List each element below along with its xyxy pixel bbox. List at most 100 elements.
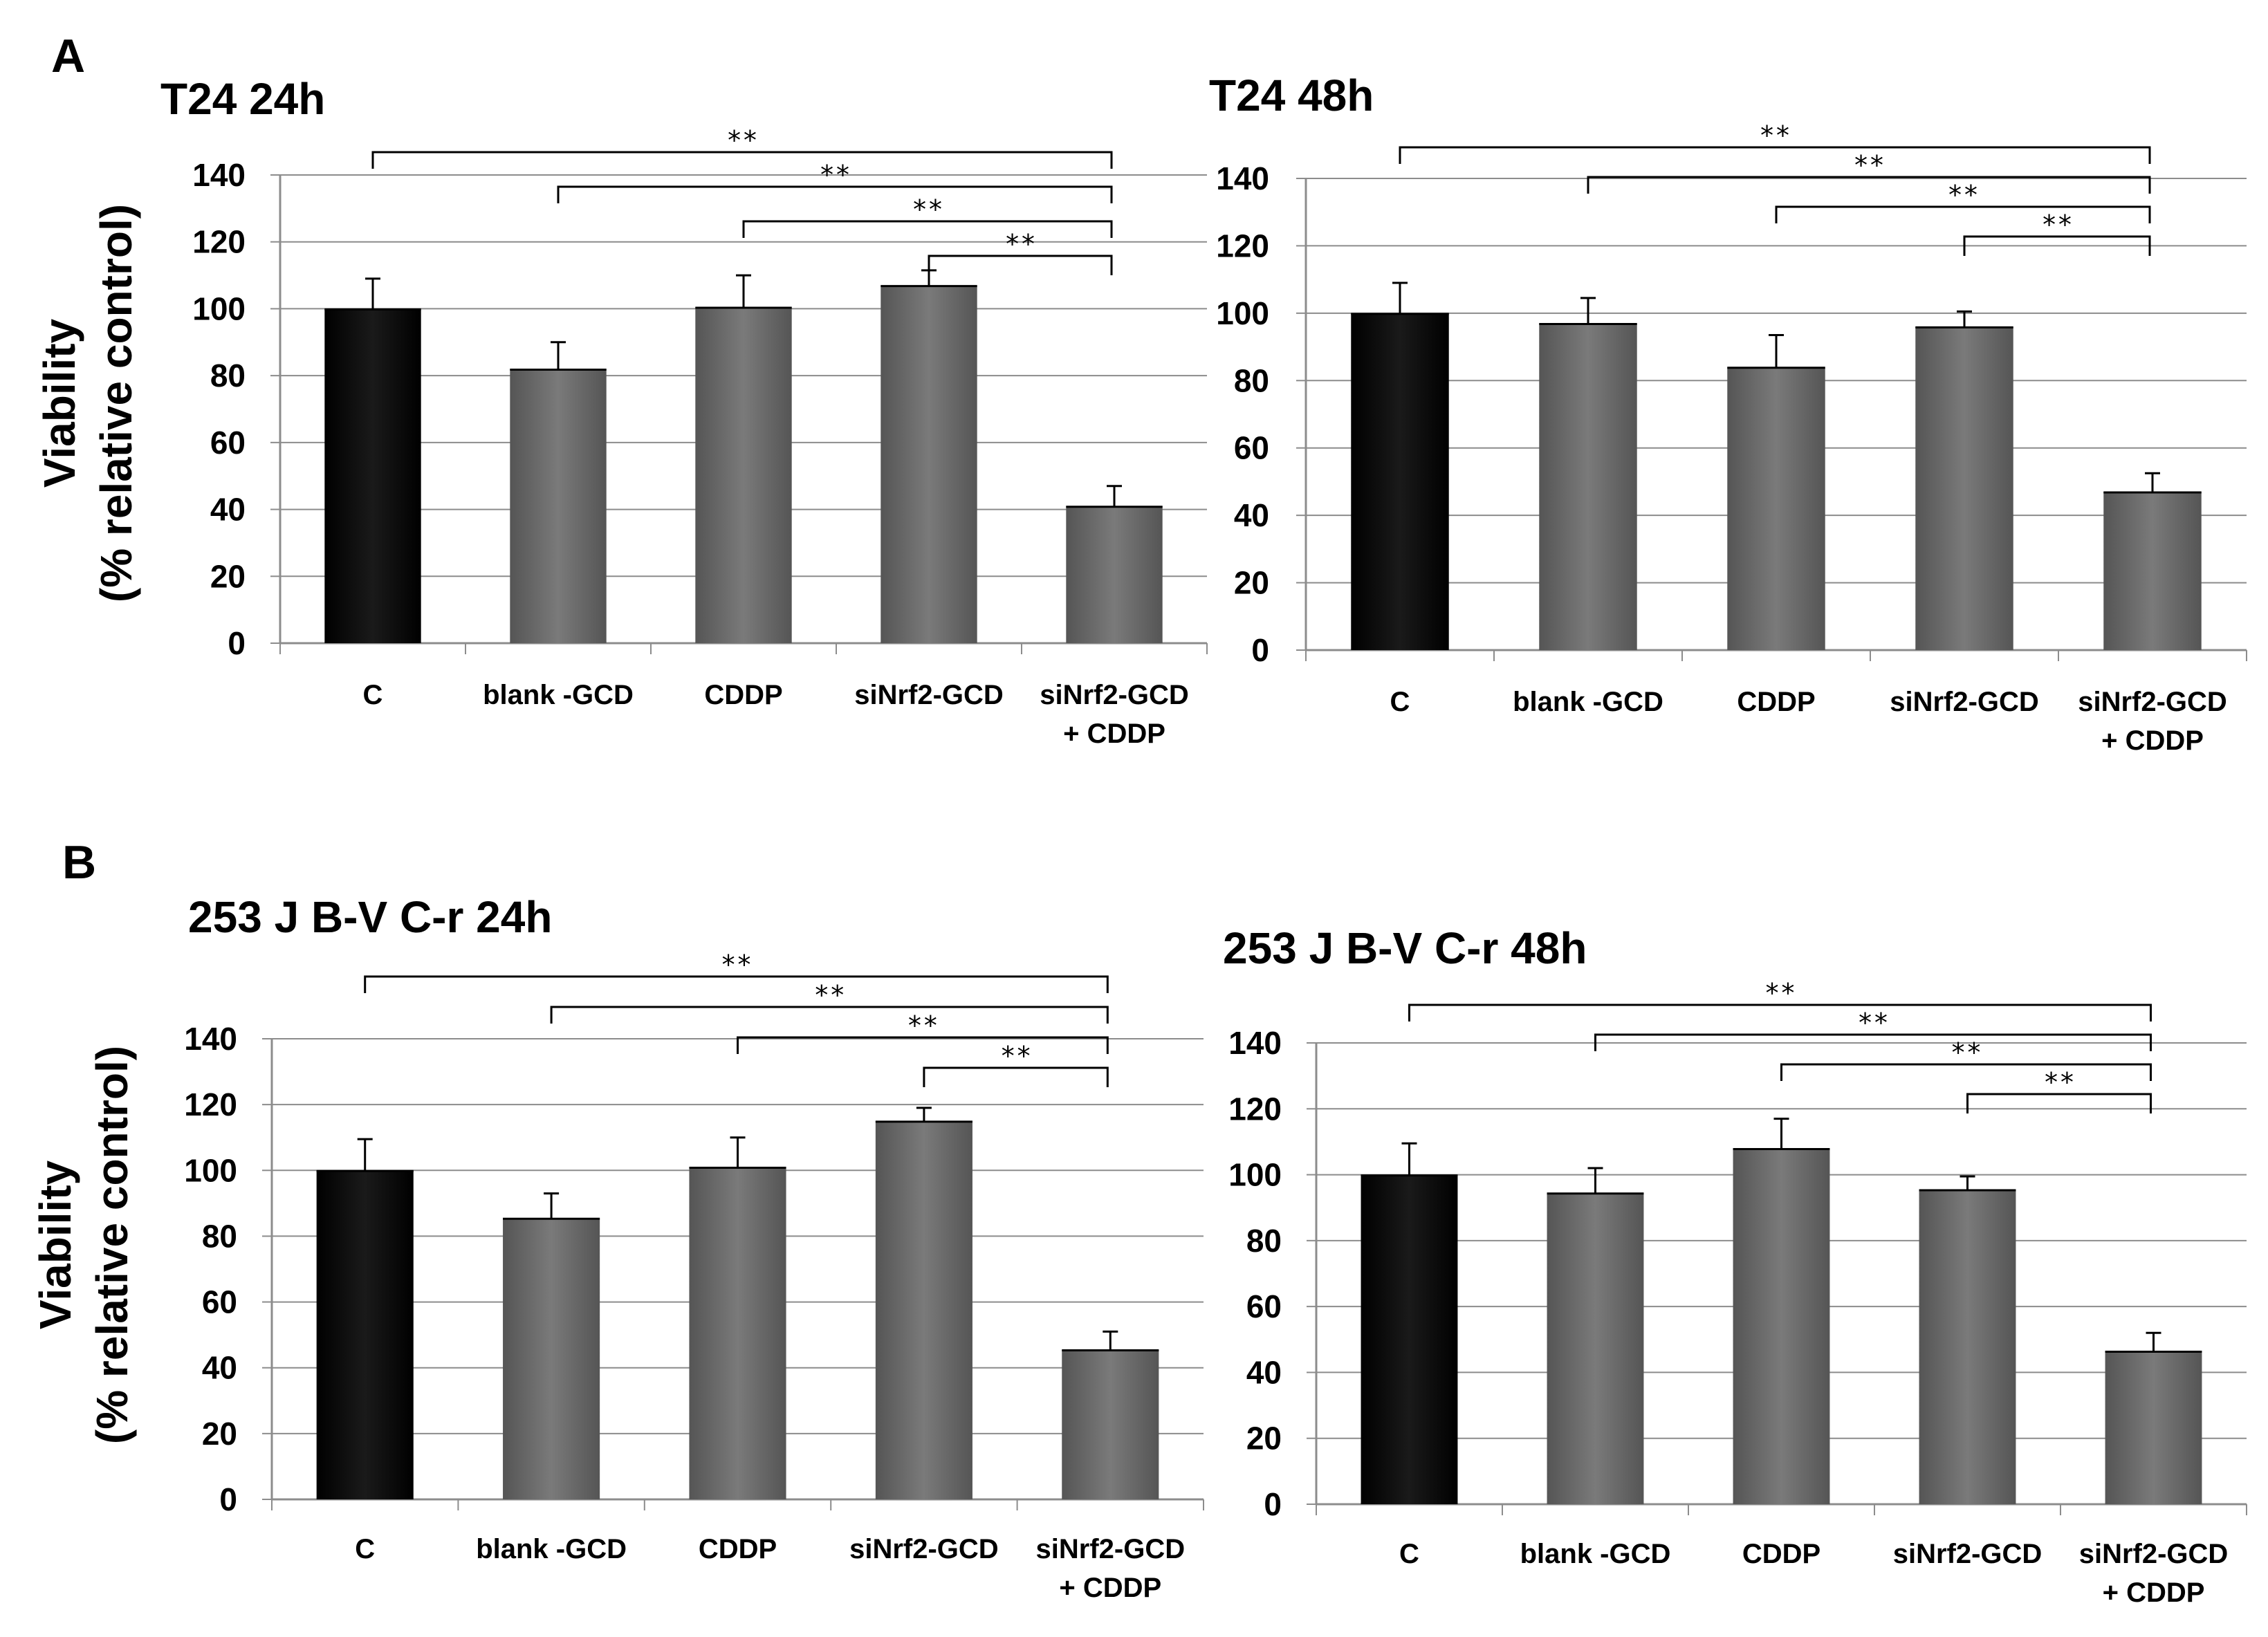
- y-tick-label: 40: [1246, 1354, 1282, 1390]
- significance-bracket: [737, 1036, 1109, 1054]
- significance-label: **: [1000, 1041, 1032, 1071]
- y-axis-label-line2: (% relative control): [91, 204, 141, 602]
- x-category-label: siNrf2-GCD: [2078, 687, 2227, 717]
- x-category-label: blank -GCD: [476, 1534, 627, 1564]
- bar: [1727, 367, 1825, 650]
- y-tick-label: 40: [202, 1350, 237, 1386]
- x-category-label: C: [1399, 1539, 1419, 1569]
- bar: [1547, 1192, 1644, 1504]
- y-tick-label: 40: [1234, 497, 1269, 533]
- y-tick-label: 80: [1246, 1223, 1282, 1259]
- x-category-label: CDDP: [699, 1534, 777, 1564]
- bar: [510, 369, 607, 643]
- y-tick-label: 60: [210, 425, 246, 461]
- significance-bracket: [1399, 146, 2151, 164]
- significance-label: **: [2043, 1067, 2075, 1098]
- significance-label: **: [721, 950, 753, 980]
- y-tick-label: 120: [192, 224, 246, 260]
- significance-label: **: [2041, 210, 2073, 240]
- significance-label: **: [907, 1010, 939, 1041]
- y-tick-label: 20: [1246, 1421, 1282, 1456]
- y-tick-label: 100: [1216, 295, 1269, 331]
- bar: [316, 1170, 414, 1499]
- significance-label: **: [1947, 180, 1979, 210]
- y-tick-label: 140: [1216, 160, 1269, 196]
- significance-label: **: [819, 160, 851, 190]
- y-tick-label: 80: [210, 358, 246, 394]
- x-category-label: C: [1390, 687, 1410, 717]
- x-category-label: blank -GCD: [1520, 1539, 1671, 1569]
- y-axis-label-line1: Viability: [35, 318, 84, 488]
- significance-bracket: [1594, 1033, 2152, 1051]
- significance-label: **: [1857, 1008, 1889, 1038]
- x-category-label: siNrf2-GCD: [2079, 1539, 2229, 1569]
- y-axis-label-a: Viability (% relative control): [35, 204, 141, 602]
- y-tick-label: 60: [1246, 1288, 1282, 1324]
- panel-label-b: B: [62, 836, 96, 889]
- significance-label: **: [1853, 150, 1885, 181]
- significance-label: **: [1764, 978, 1796, 1008]
- significance-bracket: [1780, 1063, 2152, 1081]
- x-category-label: C: [363, 680, 383, 710]
- bar: [1915, 326, 2013, 650]
- bar: [2105, 1351, 2202, 1504]
- x-category-label: CDDP: [1737, 687, 1815, 717]
- y-tick-label: 120: [1228, 1091, 1282, 1127]
- y-tick-label: 100: [1228, 1157, 1282, 1193]
- y-tick-label: 80: [202, 1218, 237, 1254]
- x-category-label: siNrf2-GCD: [854, 680, 1004, 710]
- x-category-label: blank -GCD: [1513, 687, 1663, 717]
- bar: [1361, 1174, 1458, 1504]
- y-tick-label: 0: [228, 625, 246, 661]
- significance-bracket: [550, 1006, 1109, 1024]
- significance-label: **: [1004, 229, 1036, 259]
- x-category-label: siNrf2-GCD: [849, 1534, 999, 1564]
- y-tick-label: 20: [1234, 565, 1269, 601]
- bar: [689, 1167, 786, 1499]
- significance-bracket: [371, 151, 1113, 169]
- x-category-label: siNrf2-GCD: [1893, 1539, 2043, 1569]
- bar: [1733, 1148, 1830, 1504]
- significance-bracket: [1408, 1004, 2152, 1021]
- y-tick-label: 100: [184, 1152, 237, 1188]
- significance-bracket: [1587, 176, 2151, 194]
- y-axis-label-line1: Viability: [30, 1160, 80, 1329]
- x-category-label: blank -GCD: [483, 680, 634, 710]
- bar: [324, 308, 421, 643]
- x-category-label: + CDDP: [2101, 725, 2204, 756]
- chart-title: T24 24h: [160, 74, 325, 124]
- significance-bracket: [1963, 235, 2151, 256]
- bar: [695, 307, 792, 643]
- significance-bracket: [1966, 1093, 2152, 1113]
- y-tick-label: 100: [192, 290, 246, 326]
- y-tick-label: 120: [184, 1086, 237, 1122]
- x-category-label: + CDDP: [1063, 719, 1165, 749]
- significance-bracket: [742, 220, 1113, 238]
- significance-label: **: [912, 194, 943, 225]
- y-axis-label-line2: (% relative control): [87, 1046, 137, 1444]
- y-tick-label: 20: [202, 1416, 237, 1452]
- x-category-label: CDDP: [704, 680, 782, 710]
- chart-title: 253 J B-V C-r 24h: [188, 892, 552, 942]
- x-category-label: siNrf2-GCD: [1890, 687, 2039, 717]
- y-tick-label: 140: [184, 1021, 237, 1057]
- x-category-label: C: [355, 1534, 375, 1564]
- chart-253j-48h: 253 J B-V C-r 48h 0 20 40 60 80 100 120 140 C blan…: [1223, 923, 2247, 1608]
- y-tick-label: 140: [192, 157, 246, 193]
- significance-label: **: [813, 980, 845, 1010]
- bar: [881, 285, 977, 643]
- y-tick-label: 140: [1228, 1025, 1282, 1061]
- y-tick-label: 0: [1264, 1486, 1282, 1522]
- x-category-label: CDDP: [1742, 1539, 1820, 1569]
- significance-bracket: [928, 255, 1113, 275]
- panel-label-a: A: [51, 30, 85, 82]
- y-axis-label-b: Viability (% relative control): [30, 1046, 137, 1444]
- significance-label: **: [726, 125, 758, 156]
- y-tick-label: 0: [1251, 632, 1269, 668]
- y-tick-label: 120: [1216, 228, 1269, 263]
- significance-bracket: [557, 185, 1113, 203]
- x-category-label: siNrf2-GCD: [1040, 680, 1189, 710]
- y-tick-label: 0: [219, 1481, 237, 1517]
- significance-label: **: [1951, 1037, 1982, 1068]
